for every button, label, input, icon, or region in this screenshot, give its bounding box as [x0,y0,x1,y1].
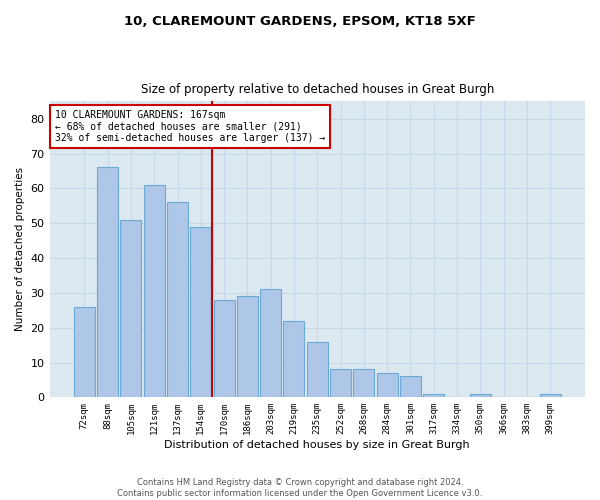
Bar [167,202,188,398]
Bar [307,342,328,398]
Bar [423,394,444,398]
X-axis label: Distribution of detached houses by size in Great Burgh: Distribution of detached houses by size … [164,440,470,450]
Bar [330,370,351,398]
Bar [283,320,304,398]
Bar [539,394,560,398]
Y-axis label: Number of detached properties: Number of detached properties [15,168,25,332]
Bar [214,300,235,398]
Bar [470,394,491,398]
Bar [97,168,118,398]
Bar [144,185,165,398]
Bar [260,290,281,398]
Bar [400,376,421,398]
Text: Contains HM Land Registry data © Crown copyright and database right 2024.
Contai: Contains HM Land Registry data © Crown c… [118,478,482,498]
Text: 10, CLAREMOUNT GARDENS, EPSOM, KT18 5XF: 10, CLAREMOUNT GARDENS, EPSOM, KT18 5XF [124,15,476,28]
Bar [190,226,211,398]
Bar [353,370,374,398]
Title: Size of property relative to detached houses in Great Burgh: Size of property relative to detached ho… [140,83,494,96]
Bar [377,373,398,398]
Text: 10 CLAREMOUNT GARDENS: 167sqm
← 68% of detached houses are smaller (291)
32% of : 10 CLAREMOUNT GARDENS: 167sqm ← 68% of d… [55,110,325,144]
Bar [237,296,258,398]
Bar [121,220,142,398]
Bar [74,307,95,398]
